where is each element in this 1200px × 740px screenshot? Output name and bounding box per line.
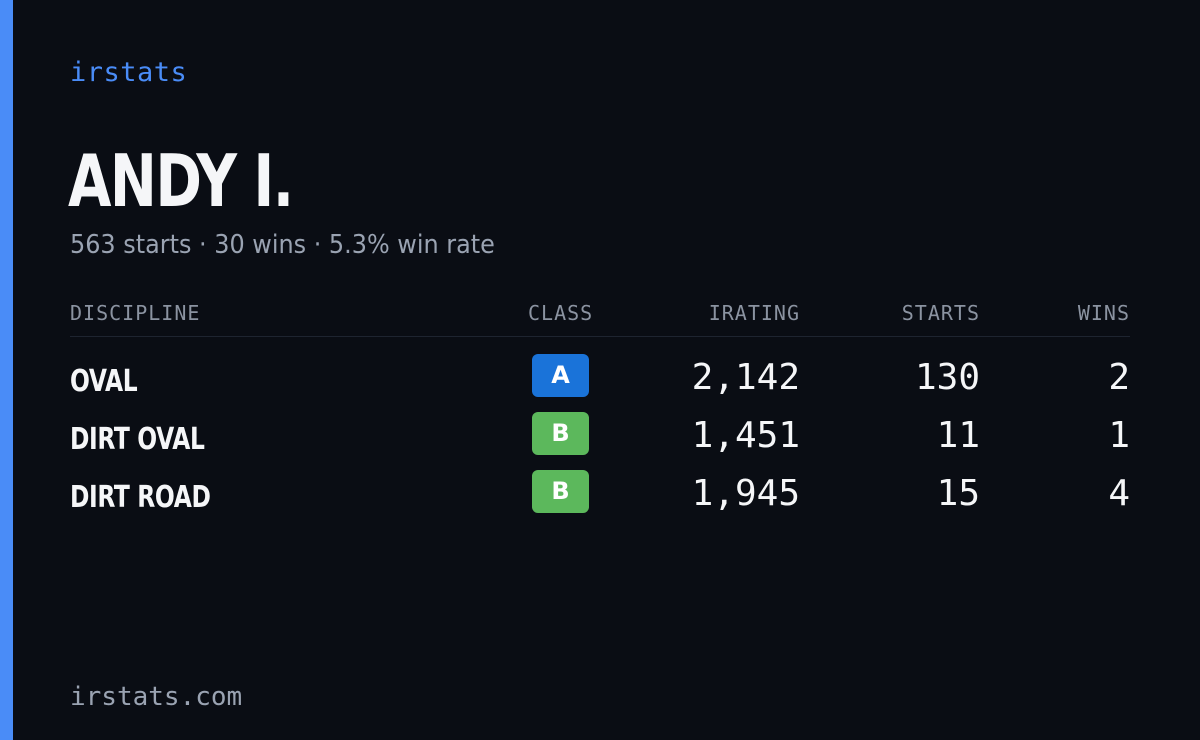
class-badge: B <box>532 470 589 513</box>
table-body: OVAL A 2,142 130 2 DIRT OVAL B 1,451 11 … <box>70 337 1130 526</box>
discipline-name: DIRT OVAL <box>70 422 205 457</box>
starts-value: 11 <box>936 415 980 456</box>
starts-value: 130 <box>914 357 980 398</box>
table-row: OVAL A 2,142 130 2 <box>70 352 1130 410</box>
header-class: CLASS <box>528 301 594 325</box>
discipline-name: OVAL <box>70 364 138 399</box>
wins-value: 4 <box>1108 473 1130 514</box>
table-row: DIRT ROAD B 1,945 15 4 <box>70 468 1130 526</box>
footer-url: irstats.com <box>70 682 243 712</box>
irating-value: 1,451 <box>691 415 800 456</box>
table-header: DISCIPLINE CLASS IRATING STARTS WINS <box>70 296 1130 337</box>
header-irating: IRATING <box>708 301 800 325</box>
driver-summary: 563 starts · 30 wins · 5.3% win rate <box>70 230 495 260</box>
driver-name: ANDY I. <box>68 139 294 223</box>
brand-logo: irstats <box>70 57 188 88</box>
accent-bar <box>0 0 13 740</box>
class-badge: A <box>532 354 589 397</box>
wins-value: 2 <box>1108 357 1130 398</box>
discipline-name: DIRT ROAD <box>70 480 211 515</box>
irating-value: 2,142 <box>691 357 800 398</box>
table-row: DIRT OVAL B 1,451 11 1 <box>70 410 1130 468</box>
wins-value: 1 <box>1108 415 1130 456</box>
stats-table: DISCIPLINE CLASS IRATING STARTS WINS OVA… <box>70 296 1130 526</box>
irating-value: 1,945 <box>691 473 800 514</box>
header-discipline: DISCIPLINE <box>70 301 201 325</box>
header-starts: STARTS <box>901 301 980 325</box>
class-badge: B <box>532 412 589 455</box>
header-wins: WINS <box>1077 301 1130 325</box>
starts-value: 15 <box>936 473 980 514</box>
